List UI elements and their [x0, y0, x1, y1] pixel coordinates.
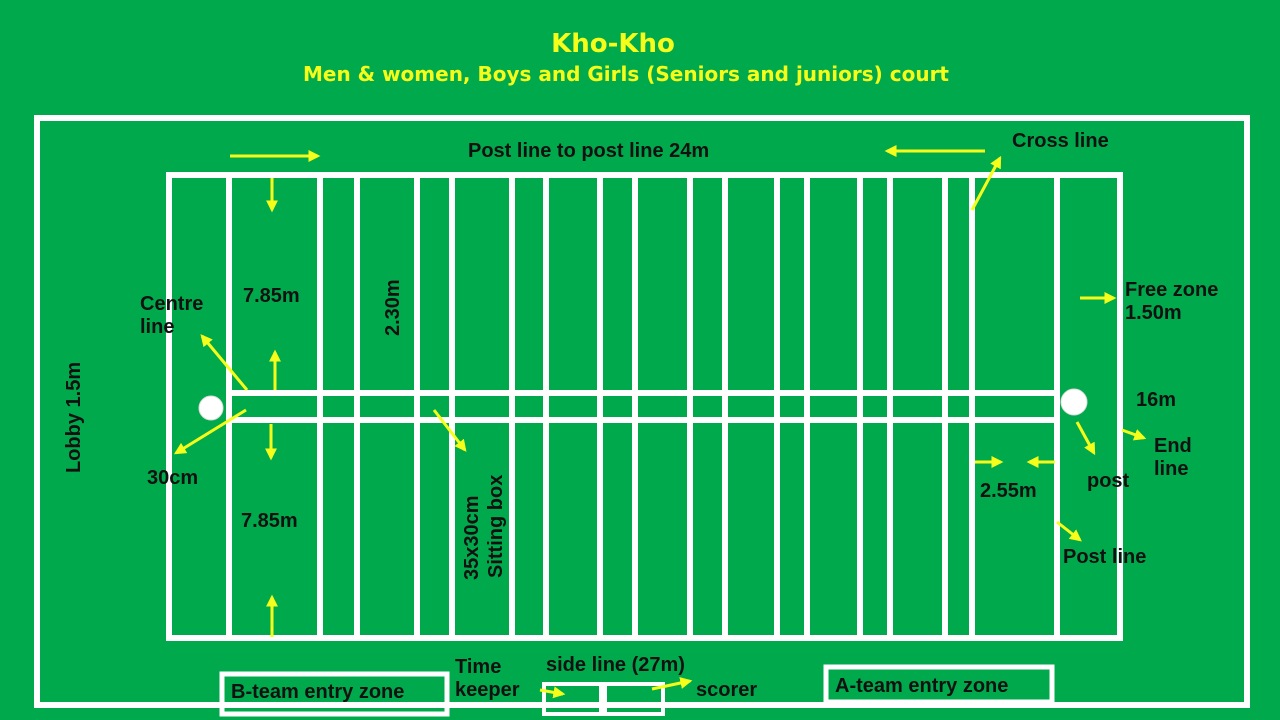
scorer-box	[603, 682, 665, 716]
label-lobby: Lobby 1.5m	[63, 362, 85, 473]
label-post: post	[1087, 470, 1130, 492]
time-keeper-box	[542, 682, 603, 716]
label-scorer: scorer	[696, 679, 757, 701]
arrow	[173, 408, 247, 455]
arrow	[1075, 421, 1096, 456]
label-post-line: Post line	[1063, 546, 1146, 568]
arrow	[651, 677, 693, 691]
label-time-keeper-2: keeper	[455, 679, 520, 701]
central-lane	[226, 390, 1060, 423]
label-free-zone-1: Free zone	[1125, 279, 1218, 301]
arrow	[1121, 428, 1147, 441]
arrow	[539, 686, 566, 699]
label-7-85m-bottom: 7.85m	[241, 510, 298, 532]
label-centre-line-1: Centre	[140, 293, 203, 315]
label-2-30m: 2.30m	[382, 279, 404, 336]
label-end-line-2: line	[1154, 458, 1188, 480]
label-cross-line: Cross line	[1012, 130, 1109, 152]
label-end-line-1: End	[1154, 435, 1192, 457]
label-2-55m: 2.55m	[980, 480, 1037, 502]
label-30cm: 30cm	[147, 467, 198, 489]
court-boundary	[166, 172, 1123, 641]
label-7-85m-top: 7.85m	[243, 285, 300, 307]
label-side-line: side line (27m)	[546, 654, 685, 676]
label-b-team-entry-zone: B-team entry zone	[231, 681, 404, 703]
label-sitting-box-2: Sitting box	[485, 475, 507, 578]
label-sitting-box-1: 35x30cm	[461, 495, 483, 580]
arrow	[1056, 520, 1082, 542]
label-free-zone-2: 1.50m	[1125, 302, 1182, 324]
outer-boundary	[34, 115, 1250, 708]
label-16m: 16m	[1136, 389, 1176, 411]
page-subtitle: Men & women, Boys and Girls (Seniors and…	[303, 62, 949, 86]
post-left	[198, 395, 224, 421]
post-right	[1060, 388, 1088, 416]
label-time-keeper-1: Time	[455, 656, 501, 678]
b-team-entry-zone-box	[219, 671, 450, 717]
a-team-entry-zone-box	[823, 664, 1055, 705]
arrows	[173, 145, 1147, 699]
cross-lines	[317, 175, 975, 638]
label-post-line-to-post-line: Post line to post line 24m	[468, 140, 709, 162]
page-title: Kho-Kho	[551, 29, 675, 59]
label-centre-line-2: line	[140, 316, 174, 338]
arrow	[970, 155, 1002, 211]
arrow	[200, 334, 249, 391]
arrow	[432, 409, 467, 452]
label-a-team-entry-zone: A-team entry zone	[835, 675, 1008, 697]
